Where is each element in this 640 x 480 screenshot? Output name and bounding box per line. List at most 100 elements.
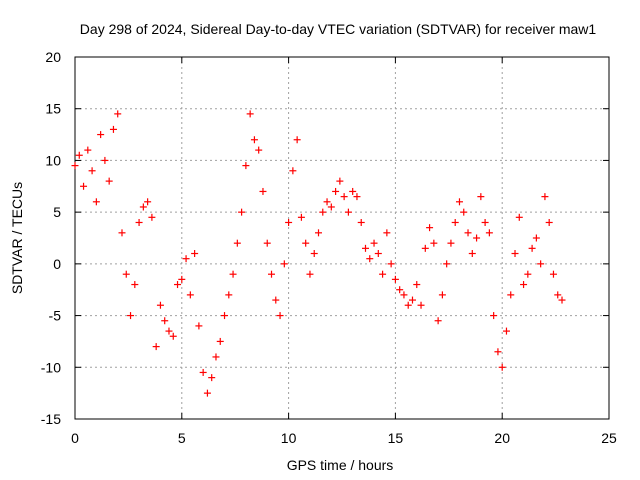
data-point [481,218,489,226]
data-point [161,317,169,325]
data-point [263,239,271,247]
data-point [169,332,177,340]
data-point [361,244,369,252]
data-point [88,167,96,175]
x-tick-label: 20 [494,430,510,446]
data-point [340,193,348,201]
data-point [221,312,229,320]
data-point [336,177,344,185]
x-tick-label: 15 [388,430,404,446]
data-point [460,208,468,216]
data-point [319,208,327,216]
data-point [494,348,502,356]
data-point [379,270,387,278]
data-point [332,187,340,195]
data-point [485,229,493,237]
data-point [502,327,510,335]
data-point [92,198,100,206]
y-tick-label: 0 [53,256,61,272]
data-point [127,312,135,320]
y-axis-label: SDTVAR / TECUs [9,182,25,294]
data-point [357,218,365,226]
y-tick-label: 15 [45,101,61,117]
x-tick-labels: 0 5 10 15 20 25 [71,430,617,446]
data-point [199,368,207,376]
x-tick-label: 5 [178,430,186,446]
data-point [443,260,451,268]
data-point [148,213,156,221]
data-point [515,213,523,221]
data-points [71,110,566,397]
y-tick-label: -15 [41,411,61,427]
data-point [383,229,391,237]
data-point [293,136,301,144]
y-tick-label: -5 [49,308,62,324]
data-point [323,198,331,206]
data-point [191,250,199,258]
x-tick-label: 25 [601,430,617,446]
data-point [498,363,506,371]
data-point [315,229,323,237]
data-point [97,131,105,139]
data-point [421,244,429,252]
data-point [212,353,220,361]
data-point [451,218,459,226]
data-point [84,146,92,154]
data-point [404,301,412,309]
data-point [549,270,557,278]
data-point [178,275,186,283]
data-point [195,322,203,330]
data-point [208,374,216,382]
data-point [520,281,528,289]
data-point [327,203,335,211]
data-point [174,281,182,289]
data-point [186,291,194,299]
data-point [203,389,211,397]
data-point [400,291,408,299]
data-point [75,151,83,159]
data-point [349,187,357,195]
data-point [109,125,117,133]
data-point [387,260,395,268]
x-tick-label: 10 [281,430,297,446]
data-point [430,239,438,247]
data-point [391,275,399,283]
data-point [250,136,258,144]
data-point [152,343,160,351]
data-point [370,239,378,247]
data-point [524,270,532,278]
data-point [434,317,442,325]
y-tick-label: 10 [45,152,61,168]
data-point [259,187,267,195]
data-point [353,193,361,201]
data-point [289,167,297,175]
data-point [268,270,276,278]
data-point [532,234,540,242]
data-point [139,203,147,211]
chart-title: Day 298 of 2024, Sidereal Day-to-day VTE… [80,21,597,37]
y-tick-labels: -15 -10 -5 0 5 10 15 20 [41,49,61,427]
data-point [216,337,224,345]
data-point [477,193,485,201]
data-point [396,286,404,294]
data-point [374,250,382,258]
data-point [80,182,88,190]
data-point [490,312,498,320]
data-point [297,213,305,221]
data-point [545,218,553,226]
y-tick-label: -10 [41,359,61,375]
data-point [233,239,241,247]
data-point [558,296,566,304]
data-point [507,291,515,299]
data-point [302,239,310,247]
data-point [144,198,152,206]
data-point [366,255,374,263]
data-point [156,301,164,309]
data-point [306,270,314,278]
data-point [447,239,455,247]
data-point [554,291,562,299]
data-point [511,250,519,258]
data-point [246,110,254,118]
data-point [101,156,109,164]
data-point [272,296,280,304]
